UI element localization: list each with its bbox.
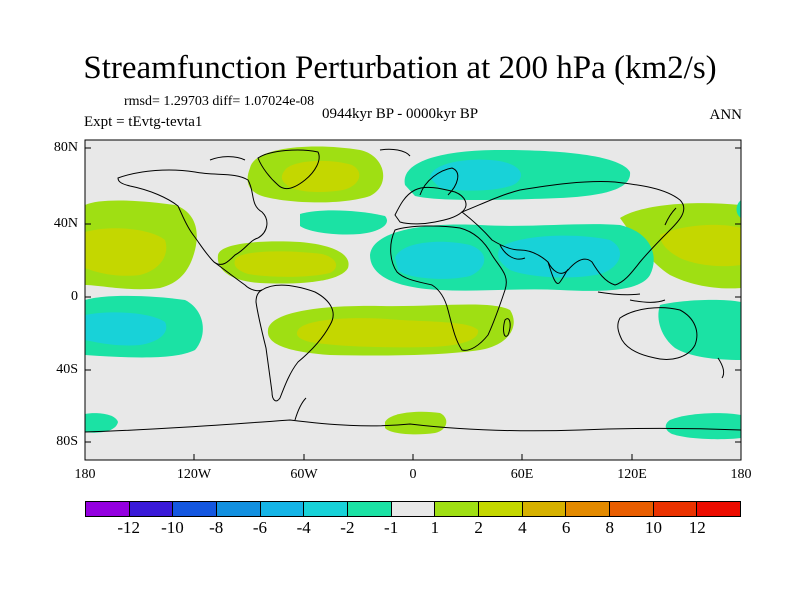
colorbar-label: 6 bbox=[561, 518, 571, 537]
lon-label-120e: 120E bbox=[617, 467, 647, 482]
colorbar-segment bbox=[129, 502, 174, 516]
colorbar-segment bbox=[260, 502, 305, 516]
coast-greenland bbox=[257, 149, 320, 190]
contour-greenland-core bbox=[281, 160, 360, 193]
lat-label-80n: 80N bbox=[53, 140, 78, 155]
coast-europe bbox=[394, 186, 467, 225]
colorbar-segment bbox=[86, 502, 130, 516]
coast-central-america bbox=[213, 261, 263, 292]
experiment-label: Expt = tEvtg-tevta1 bbox=[84, 114, 203, 130]
lon-label-180e: 180 bbox=[730, 467, 752, 482]
contour-antarctic-negative-east bbox=[665, 413, 741, 440]
lat-label-0: 0 bbox=[71, 289, 78, 304]
colorbar-segment bbox=[173, 502, 218, 516]
colorbar-segment bbox=[566, 502, 611, 516]
contour-antarctic-negative-west bbox=[85, 413, 118, 433]
contour-spac-west-negative bbox=[658, 299, 741, 360]
colorbar-label: 8 bbox=[605, 518, 615, 537]
coast-indonesia bbox=[597, 291, 666, 303]
coast-antarctic-peninsula bbox=[294, 397, 307, 421]
colorbar-label: -8 bbox=[209, 518, 224, 537]
colorbar-label: 10 bbox=[645, 518, 663, 537]
coast-japan bbox=[664, 207, 677, 226]
colorbar-label: 1 bbox=[430, 518, 440, 537]
lon-label-60w: 60W bbox=[290, 467, 318, 482]
coastlines bbox=[85, 148, 741, 433]
contour-spac-east-core bbox=[85, 312, 167, 346]
lat-label-40s: 40S bbox=[56, 362, 78, 377]
coast-asia bbox=[460, 181, 685, 286]
coast-north-america bbox=[117, 169, 268, 265]
colorbar-segment bbox=[610, 502, 654, 516]
colorbar-segment bbox=[435, 502, 480, 516]
colorbar bbox=[85, 501, 741, 517]
lon-label-120w: 120W bbox=[176, 467, 212, 482]
colorbar-label: 4 bbox=[518, 518, 527, 537]
colorbar-segment bbox=[217, 502, 261, 516]
colorbar-label: -6 bbox=[252, 518, 267, 537]
colorbar-label: -10 bbox=[161, 518, 184, 537]
colorbar-label: 2 bbox=[474, 518, 483, 537]
contour-antarctic-positive bbox=[385, 411, 447, 435]
colorbar-label: -2 bbox=[340, 518, 355, 537]
lon-label-60e: 60E bbox=[510, 467, 534, 482]
colorbar-segment bbox=[653, 502, 698, 516]
season-label: ANN bbox=[709, 107, 743, 123]
coast-antarctica bbox=[85, 419, 741, 433]
axis-ticks bbox=[84, 147, 742, 460]
contour-atlantic-core bbox=[234, 251, 337, 277]
lat-label-40n: 40N bbox=[53, 216, 78, 231]
coast-scandinavia bbox=[419, 167, 459, 196]
stats-text: rmsd= 1.29703 diff= 1.07024e-08 bbox=[124, 94, 315, 109]
coast-madagascar bbox=[503, 318, 511, 337]
contour-negative-tab bbox=[736, 200, 741, 218]
coast-south-america bbox=[255, 284, 334, 402]
contour-eurasia-core bbox=[430, 159, 522, 191]
contour-atlantic-negative bbox=[300, 210, 388, 235]
colorbar-segment bbox=[304, 502, 349, 516]
contour-tropics-core-1 bbox=[395, 241, 485, 279]
lon-label-0: 0 bbox=[409, 467, 417, 482]
coast-new-zealand bbox=[717, 357, 725, 379]
contour-tropics-core-2 bbox=[498, 235, 621, 278]
lat-label-80s: 80S bbox=[56, 434, 78, 449]
contour-npac-west-core bbox=[660, 224, 741, 267]
coast-africa bbox=[390, 225, 507, 351]
colorbar-label: -1 bbox=[384, 518, 399, 537]
colorbar-label: -12 bbox=[117, 518, 141, 537]
colorbar-segment bbox=[348, 502, 392, 516]
contour-south-core bbox=[296, 318, 479, 348]
colorbar-segment bbox=[479, 502, 523, 516]
colorbar-segment bbox=[697, 502, 741, 516]
chart-title: Streamfunction Perturbation at 200 hPa (… bbox=[83, 50, 717, 86]
colorbar-label: 12 bbox=[688, 518, 706, 537]
coast-arabia bbox=[499, 244, 526, 260]
colorbar-label: -4 bbox=[296, 518, 311, 537]
lon-label-180w: 180 bbox=[74, 467, 96, 482]
contour-npac-east-core bbox=[85, 228, 167, 276]
period-label: 0944kyr BP - 0000kyr BP bbox=[322, 106, 479, 122]
colorbar-segment bbox=[391, 502, 436, 516]
coast-australia bbox=[617, 307, 698, 360]
colorbar-segment bbox=[522, 502, 567, 516]
coast-india bbox=[547, 261, 569, 284]
coast-arctic-islands bbox=[209, 148, 411, 161]
